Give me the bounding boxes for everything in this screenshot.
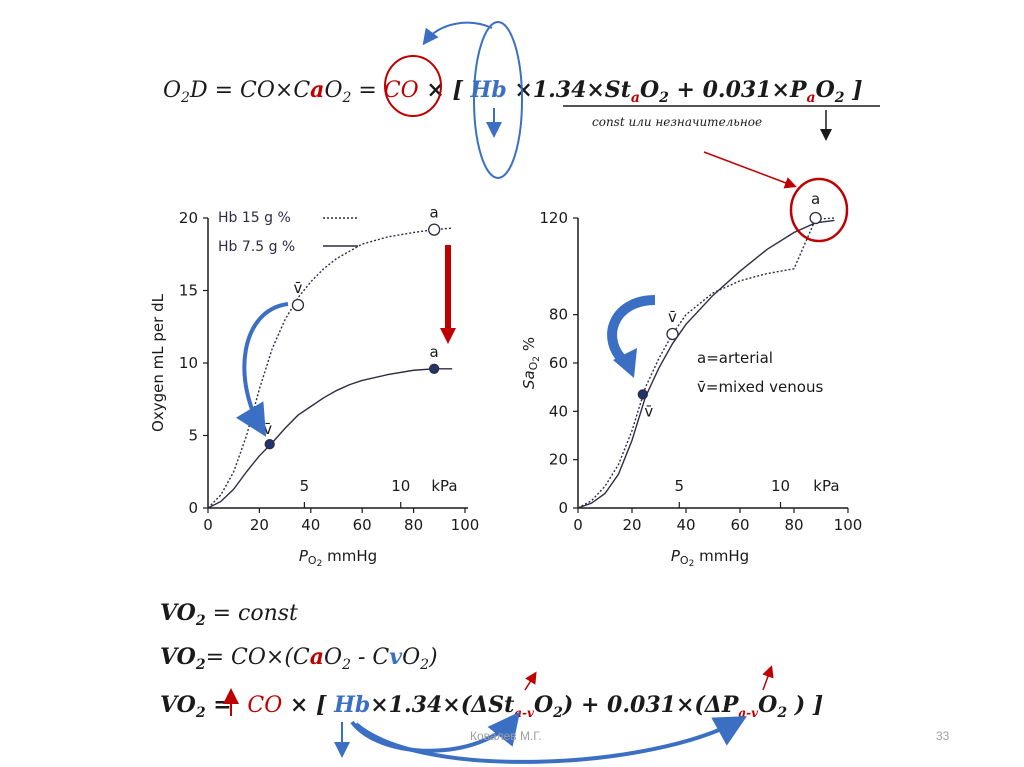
left-kpa-tick-label: 5 (300, 477, 310, 495)
right-series-hb75 (577, 219, 835, 509)
right-y-tick-label: 20 (549, 451, 568, 469)
hb-to-p-diff-arrow (354, 716, 747, 764)
footer-page-number: 33 (936, 729, 950, 743)
left-x-ticks: 0 20 40 60 80 100 (203, 508, 479, 534)
right-x-tick-label: 60 (730, 516, 749, 534)
left-x-tick-label: 60 (353, 516, 372, 534)
left-x-label: PO2 mmHg (299, 547, 377, 569)
left-point-venous (264, 439, 275, 450)
left-y-tick-label: 10 (179, 354, 198, 372)
right-point-venous (637, 389, 648, 400)
right-y-tick-label: 0 (558, 499, 568, 517)
left-series-hb75 (207, 368, 453, 509)
footer-author: Ковалев М.Г. (470, 729, 542, 743)
right-point-label: v̄ (644, 402, 653, 420)
left-legend: Hb 15 g % Hb 7.5 g % (218, 210, 358, 255)
right-y-tick-label: 80 (549, 306, 568, 324)
left-x-tick-label: 40 (301, 516, 320, 534)
right-point-label: a (811, 190, 820, 208)
o2d-formula: O2D = CO×CaO2 = CO × [ Hb ×1.34×StaO2 + … (163, 77, 863, 106)
right-series (577, 217, 835, 509)
right-kpa-ticks: 5 10 kPa (674, 477, 840, 508)
legend-hb15: Hb 15 g % (218, 210, 291, 226)
left-point-label: a (430, 343, 439, 361)
left-point-label: v̄ (263, 420, 272, 438)
vo2-fick-formula: VO2= CO×(CaO2 - CvO2) (160, 644, 438, 673)
hb-to-co-arrow (422, 21, 493, 46)
right-y-tick-label: 60 (549, 354, 568, 372)
right-points: a v̄ v̄ (637, 190, 822, 420)
right-x-tick-label: 0 (573, 516, 583, 534)
left-x-tick-label: 80 (404, 516, 423, 534)
left-x-tick-label: 100 (451, 516, 480, 534)
legend-mixed-venous: v̄=mixed venous (697, 378, 823, 396)
arterial-highlight-circle (789, 177, 849, 243)
right-x-tick-label: 100 (834, 516, 863, 534)
legend-hb75: Hb 7.5 g % (218, 239, 295, 255)
const-note: const или незначительное (592, 115, 762, 129)
right-kpa-tick-label: 10 (771, 477, 790, 495)
right-x-label: PO2 mmHg (671, 547, 749, 569)
right-x-tick-label: 40 (676, 516, 695, 534)
venous-drop-arrow (235, 302, 289, 437)
right-y-tick-label: 40 (549, 402, 568, 420)
vo2-const-formula: VO2 = const (160, 600, 298, 629)
left-points: a v̄ a v̄ (263, 204, 441, 450)
left-y-ticks: 0 5 10 15 20 (179, 209, 208, 517)
venous-shift-arrow (607, 295, 656, 366)
top-formula: O2D = CO×CaO2 = CO × [ Hb ×1.34×StaO2 + … (163, 77, 863, 106)
right-x-ticks: 0 20 40 60 80 100 (573, 508, 862, 534)
hb-highlight-ellipse (473, 21, 523, 179)
arterial-drop-arrowhead (440, 328, 456, 344)
sat-diff-increase-arrow (524, 671, 537, 691)
left-kpa-ticks: 5 10 kPa (300, 477, 458, 508)
right-point-venous (666, 327, 679, 341)
p-diff-increase-arrow (762, 665, 774, 691)
left-y-tick-label: 5 (188, 427, 198, 445)
left-x-tick-label: 0 (203, 516, 213, 534)
left-point-arterial (428, 223, 441, 236)
left-x-tick-label: 20 (250, 516, 269, 534)
right-y-ticks: 0 20 40 60 80 120 (539, 209, 578, 517)
vo2-expanded-formula: VO2 = CO × [ Hb×1.34×(ΔSta-vO2) + 0.031×… (160, 692, 823, 721)
oxygen-content-chart: 0 20 40 60 80 100 0 5 10 15 20 5 10 kPa a v̄ a v̄ Oxyg… (149, 204, 479, 569)
co-highlight-ellipse (384, 55, 442, 117)
right-point-arterial (809, 211, 822, 225)
left-kpa-tick-label: kPa (431, 477, 457, 495)
left-y-tick-label: 0 (188, 499, 198, 517)
saturation-chart: 0 20 40 60 80 100 0 20 40 60 80 120 5 10 kPa a v̄ v̄ S… (520, 177, 862, 569)
hb-to-sat-diff-arrow (350, 711, 520, 753)
left-point-venous (291, 298, 305, 312)
right-series-hb15 (577, 217, 835, 509)
right-x-tick-label: 80 (784, 516, 803, 534)
pointer-to-arterial-arrow (703, 151, 797, 189)
left-point-label: v̄ (294, 279, 303, 297)
venous-shift-arrowhead (613, 348, 637, 378)
left-point-label: a (430, 204, 439, 222)
left-series (207, 227, 453, 509)
left-kpa-tick-label: 10 (391, 477, 410, 495)
left-y-tick-label: 15 (179, 282, 198, 300)
left-point-arterial (429, 363, 440, 374)
left-y-label: Oxygen mL per dL (149, 293, 167, 432)
right-kpa-tick-label: kPa (813, 477, 839, 495)
bottom-formulas: VO2 = const VO2= CO×(CaO2 - CvO2) VO2 = … (160, 600, 823, 721)
right-point-label: v̄ (668, 308, 677, 326)
right-x-tick-label: 20 (622, 516, 641, 534)
right-kpa-tick-label: 5 (674, 477, 684, 495)
right-y-label: SaO2 % (520, 337, 542, 389)
right-y-tick-label: 120 (539, 209, 568, 227)
legend-arterial: a=arterial (697, 349, 773, 367)
left-y-tick-label: 20 (179, 209, 198, 227)
